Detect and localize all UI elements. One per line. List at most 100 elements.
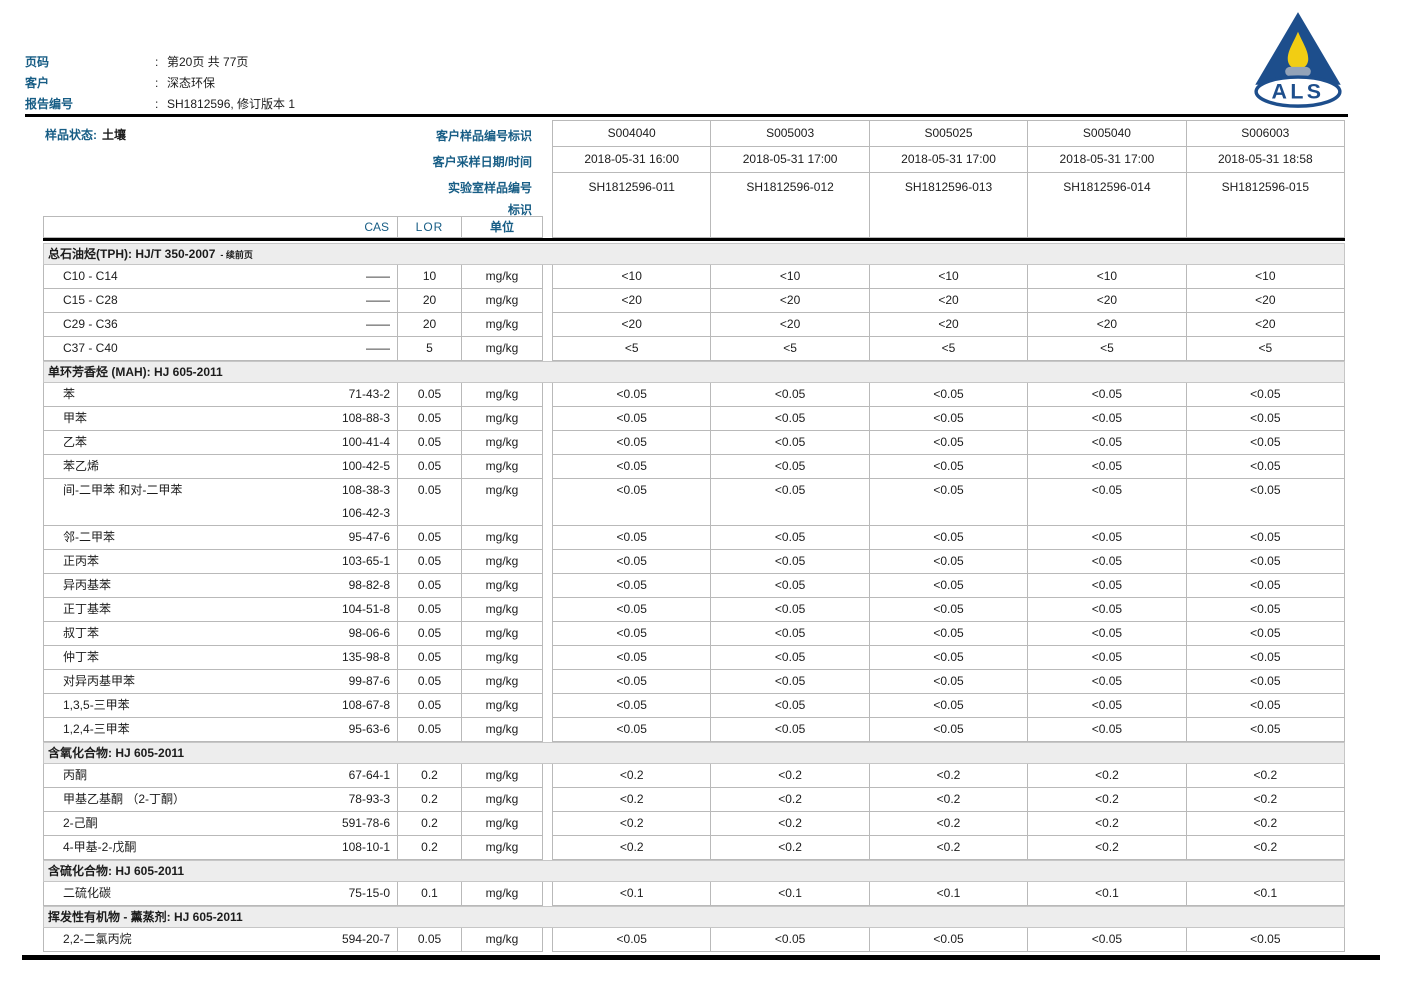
result-value: <0.1 — [1027, 882, 1186, 906]
analyte-unit: mg/kg — [485, 602, 519, 616]
result-cells: <5 <5 <5 <5 <5 — [552, 337, 1346, 361]
analyte-cells: 邻-二甲苯 95-47-6 0.05 mg/kg — [43, 526, 543, 550]
colon-separator: : — [155, 76, 159, 90]
analyte-cas: 71-43-2 — [303, 383, 398, 406]
analyte-lor: 0.05 — [398, 479, 462, 525]
result-value: <0.05 — [552, 928, 711, 952]
column-gap — [543, 265, 552, 289]
result-value: <0.05 — [1185, 479, 1346, 526]
analyte-lor: 0.2 — [398, 788, 462, 811]
sample-row-label: 客户样品编号标识 — [435, 129, 532, 143]
table-row: 二硫化碳 75-15-0 0.1 mg/kg <0.1 <0.1 <0.1 <0.1 <0.1 — [43, 882, 1346, 906]
sample-datetime: 2018-05-31 17:00 — [1027, 147, 1186, 173]
cas-line: 103-65-1 — [341, 554, 390, 568]
analyte-unit: mg/kg — [485, 886, 519, 900]
result-value: <0.1 — [552, 882, 711, 906]
cas-line: 108-10-1 — [341, 840, 390, 854]
analyte-cells: 间-二甲苯 和对-二甲苯 108-38-3 106-42-3 0.05 mg/kg — [43, 479, 543, 526]
table-row: 1,3,5-三甲苯 108-67-8 0.05 mg/kg <0.05 <0.05 <0.0… — [43, 694, 1346, 718]
sample-id-row: S004040 S005003 S005025 S005040 S006003 — [552, 121, 1346, 147]
column-gap — [543, 622, 552, 646]
analyte-cells: 丙酮 67-64-1 0.2 mg/kg — [43, 764, 543, 788]
result-value: <20 — [1185, 289, 1346, 313]
analyte-cas: 594-20-7 — [303, 928, 398, 951]
result-cells: <0.05 <0.05 <0.05 <0.05 <0.05 — [552, 718, 1346, 742]
analyte-lor: 0.05 — [398, 928, 462, 951]
column-gap — [543, 526, 552, 550]
result-value: <0.2 — [710, 836, 869, 860]
section-header: 含氧化合物: HJ 605-2011 — [43, 742, 1345, 764]
analyte-cells: 异丙基苯 98-82-8 0.05 mg/kg — [43, 574, 543, 598]
section-title: 总石油烃(TPH): HJ/T 350-2007 — [48, 247, 216, 261]
result-value: <5 — [710, 337, 869, 361]
header-field-value: 深态环保 — [167, 76, 216, 90]
section-header: 总石油烃(TPH): HJ/T 350-2007 - 续前页 — [43, 243, 1345, 265]
column-gap — [543, 694, 552, 718]
analyte-lor: 0.05 — [398, 550, 462, 573]
result-value: <20 — [1027, 289, 1186, 313]
column-gap — [543, 764, 552, 788]
cas-line: 108-67-8 — [341, 698, 390, 712]
result-value: <0.2 — [552, 836, 711, 860]
result-value: <0.05 — [868, 431, 1028, 455]
result-value: <0.05 — [868, 622, 1028, 646]
sample-lab-id: SH1812596-015 — [1185, 173, 1346, 238]
section-title: 含氧化合物: HJ 605-2011 — [48, 746, 185, 760]
analyte-unit: mg/kg — [485, 341, 519, 355]
header-field-label: 页码 — [25, 55, 50, 69]
result-value: <0.05 — [552, 694, 711, 718]
result-value: <20 — [868, 313, 1028, 337]
analyte-cells: 正丁基苯 104-51-8 0.05 mg/kg — [43, 598, 543, 622]
result-value: <0.05 — [710, 431, 869, 455]
sample-row-label: 实验室样品编号 — [447, 181, 532, 195]
analyte-cas: —— — [303, 313, 398, 336]
result-value: <0.05 — [552, 622, 711, 646]
result-value: <0.05 — [1185, 646, 1346, 670]
sample-datetime: 2018-05-31 16:00 — [552, 147, 711, 173]
result-cells: <0.05 <0.05 <0.05 <0.05 <0.05 — [552, 526, 1346, 550]
result-value: <0.2 — [868, 764, 1028, 788]
analyte-cas: 100-42-5 — [303, 455, 398, 478]
analyte-name: 正丙苯 — [63, 554, 100, 568]
result-value: <0.1 — [1185, 882, 1346, 906]
result-value: <10 — [1185, 265, 1346, 289]
analyte-name: 对异丙基甲苯 — [63, 674, 136, 688]
analyte-cells: 叔丁苯 98-06-6 0.05 mg/kg — [43, 622, 543, 646]
table-row: 甲苯 108-88-3 0.05 mg/kg <0.05 <0.05 <0.05 <0.05 <… — [43, 407, 1346, 431]
analyte-lor: 0.1 — [398, 882, 462, 905]
result-value: <10 — [710, 265, 869, 289]
result-value: <0.05 — [552, 479, 711, 526]
logo-flame-icon — [1287, 31, 1309, 70]
analyte-lor: 0.05 — [398, 598, 462, 621]
sample-row-labels: 客户样品编号标识 客户采样日期/时间 实验室样品编号 标识 — [433, 123, 532, 219]
analyte-unit: mg/kg — [485, 840, 519, 854]
column-gap — [543, 383, 552, 407]
result-cells: <0.05 <0.05 <0.05 <0.05 <0.05 — [552, 646, 1346, 670]
result-value: <0.05 — [710, 407, 869, 431]
result-value: <0.05 — [868, 646, 1028, 670]
result-value: <0.2 — [710, 788, 869, 812]
result-value: <0.05 — [868, 670, 1028, 694]
table-row: 2-己酮 591-78-6 0.2 mg/kg <0.2 <0.2 <0.2 <0.2 <0.2 — [43, 812, 1346, 836]
analyte-cas: 98-82-8 — [303, 574, 398, 597]
analyte-unit: mg/kg — [485, 674, 519, 688]
analyte-lor: 0.2 — [398, 812, 462, 835]
cas-line: 108-88-3 — [341, 411, 390, 425]
result-value: <0.2 — [1185, 788, 1346, 812]
result-value: <0.05 — [710, 550, 869, 574]
cas-line: 98-06-6 — [348, 626, 390, 640]
result-value: <0.05 — [868, 479, 1028, 526]
result-value: <0.05 — [710, 455, 869, 479]
result-value: <0.05 — [1027, 694, 1186, 718]
table-row: 正丙苯 103-65-1 0.05 mg/kg <0.05 <0.05 <0.05 <0.05… — [43, 550, 1346, 574]
section-header: 含硫化合物: HJ 605-2011 — [43, 860, 1345, 882]
result-value: <0.05 — [1027, 670, 1186, 694]
analyte-cas: —— — [303, 265, 398, 288]
result-value: <20 — [868, 289, 1028, 313]
result-value: <0.2 — [710, 812, 869, 836]
analyte-cas: 99-87-6 — [303, 670, 398, 693]
analyte-lor: 0.05 — [398, 383, 462, 406]
result-value: <0.05 — [552, 383, 711, 407]
analyte-lor: 0.05 — [398, 694, 462, 717]
